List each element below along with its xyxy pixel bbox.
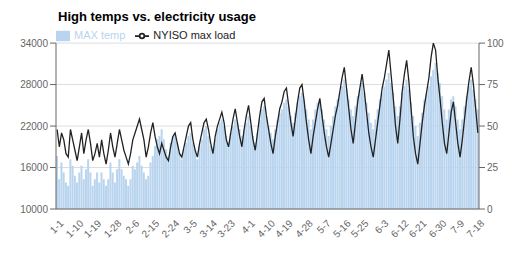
svg-text:5-16: 5-16 <box>331 217 353 239</box>
svg-text:4-19: 4-19 <box>273 217 295 239</box>
svg-text:7-18: 7-18 <box>464 217 486 239</box>
svg-text:5-7: 5-7 <box>315 217 333 235</box>
svg-text:3-23: 3-23 <box>215 217 237 239</box>
svg-text:1-19: 1-19 <box>82 217 104 239</box>
svg-text:25: 25 <box>487 162 499 173</box>
html-text:NYISO max load: NYISO max load <box>153 29 236 41</box>
svg-text:3-5: 3-5 <box>181 217 199 235</box>
svg-text:6-3: 6-3 <box>373 217 391 235</box>
svg-text:34000: 34000 <box>20 38 48 49</box>
svg-text:7-9: 7-9 <box>448 217 466 235</box>
svg-text:6-21: 6-21 <box>407 217 429 239</box>
svg-text:50: 50 <box>487 121 499 132</box>
svg-text:1-1: 1-1 <box>48 217 66 235</box>
svg-text:4-10: 4-10 <box>255 217 277 239</box>
svg-text:100: 100 <box>487 38 504 49</box>
svg-text:75: 75 <box>487 79 499 90</box>
svg-text:10000: 10000 <box>20 204 48 215</box>
svg-text:5-25: 5-25 <box>349 217 371 239</box>
svg-text:2-24: 2-24 <box>159 217 181 239</box>
svg-text:2-15: 2-15 <box>139 217 161 239</box>
svg-text:28000: 28000 <box>20 79 48 90</box>
svg-text:6-12: 6-12 <box>389 217 411 239</box>
svg-text:0: 0 <box>487 204 493 215</box>
svg-text:4-1: 4-1 <box>239 217 257 235</box>
svg-text:1-28: 1-28 <box>102 217 124 239</box>
svg-text:16000: 16000 <box>20 162 48 173</box>
svg-text:22000: 22000 <box>20 121 48 132</box>
html-text:MAX temp: MAX temp <box>74 29 126 41</box>
html-text:High temps vs. electricity usa: High temps vs. electricity usage <box>58 9 256 24</box>
svg-text:2-6: 2-6 <box>123 217 141 235</box>
svg-text:1-10: 1-10 <box>64 217 86 239</box>
svg-text:6-30: 6-30 <box>427 217 449 239</box>
svg-text:3-14: 3-14 <box>197 217 219 239</box>
svg-text:4-28: 4-28 <box>293 217 315 239</box>
